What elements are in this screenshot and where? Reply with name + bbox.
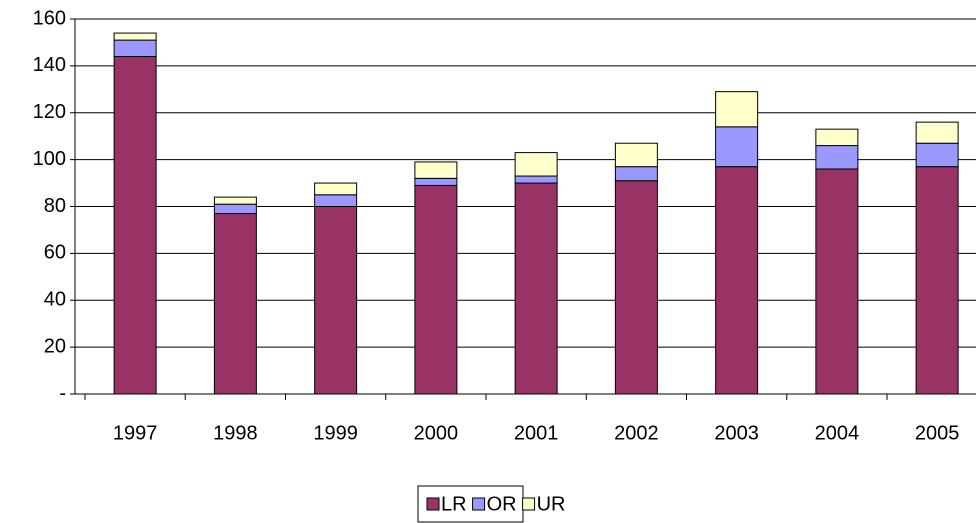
bar-segment: [213, 203, 257, 215]
x-tick-label: 2000: [414, 422, 459, 444]
bar-segment: [414, 177, 458, 186]
bar-segment: [815, 168, 859, 395]
bar-segment: [715, 126, 759, 168]
legend-label: UR: [537, 493, 566, 515]
bar-segment: [314, 206, 358, 395]
bar-segment: [715, 166, 759, 395]
bar-segment: [113, 32, 157, 41]
bar-segment: [915, 142, 959, 168]
bar-segment: [414, 184, 458, 395]
bar-segment: [514, 152, 558, 177]
bar-segment: [414, 161, 458, 179]
x-tick-label: 1999: [313, 422, 358, 444]
y-tick-label: 20: [44, 335, 66, 357]
bar-segment: [614, 142, 658, 168]
x-tick-label: 2002: [614, 422, 659, 444]
legend-label: OR: [487, 493, 517, 515]
x-tick-label: 2004: [815, 422, 860, 444]
x-tick-label: 2003: [714, 422, 759, 444]
x-tick-label: 2001: [514, 422, 559, 444]
legend-swatch: [472, 497, 486, 511]
bar-segment: [514, 182, 558, 395]
bar-segment: [213, 196, 257, 205]
bar-segment: [113, 39, 157, 57]
bar-segment: [514, 175, 558, 184]
y-tick-label: 40: [44, 289, 66, 311]
bar-segment: [815, 128, 859, 147]
y-tick-label: 100: [33, 148, 66, 170]
y-tick-label: 160: [33, 7, 66, 29]
bar-segment: [715, 91, 759, 128]
x-tick-label: 1998: [213, 422, 258, 444]
y-tick-label: 140: [33, 54, 66, 76]
y-tick-label: 80: [44, 195, 66, 217]
bar-segment: [314, 182, 358, 196]
legend-swatch: [522, 497, 536, 511]
y-tick-label: 120: [33, 101, 66, 123]
legend-label: LR: [441, 493, 467, 515]
bar-segment: [614, 166, 658, 182]
bar-segment: [314, 194, 358, 207]
bar-segment: [815, 145, 859, 170]
x-tick-label: 2005: [915, 422, 960, 444]
y-tick-label: 60: [44, 242, 66, 264]
bar-segment: [614, 180, 658, 395]
bar-segment: [915, 166, 959, 395]
bar-segment: [113, 56, 157, 395]
x-tick-label: 1997: [113, 422, 158, 444]
bar-segment: [213, 213, 257, 395]
bar-segment: [915, 121, 959, 144]
legend-swatch: [426, 497, 440, 511]
y-tick-label: -: [59, 382, 66, 404]
